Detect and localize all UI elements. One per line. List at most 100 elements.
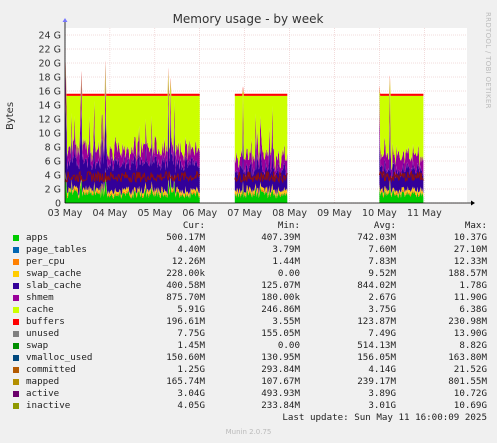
y-tick-label: 20 G (39, 59, 61, 70)
legend-label: committed (26, 364, 76, 375)
legend-max: 13.90G (453, 328, 487, 339)
y-axis-label: Bytes (5, 102, 16, 130)
legend-min: 246.86M (261, 304, 300, 315)
x-tick-label: 10 May (362, 208, 397, 219)
chart-title: Memory usage - by week (173, 12, 324, 26)
legend-swatch (13, 235, 19, 241)
legend-avg: 239.17M (357, 376, 396, 387)
y-tick-label: 14 G (39, 101, 61, 112)
series-area-segment (65, 167, 200, 198)
legend-avg: 7.83M (368, 256, 396, 267)
legend-min: 407.39M (261, 232, 300, 243)
legend-swatch (13, 307, 19, 313)
legend-cur: 7.75G (177, 328, 205, 339)
legend-row-inactive: inactive 4.05G 233.84M 3.01G 10.69G (0, 400, 497, 412)
legend-max: 230.98M (448, 316, 487, 327)
y-tick-label: 4 G (45, 171, 61, 182)
series-area-segment (379, 75, 424, 96)
x-tick-label: 09 May (317, 208, 352, 219)
x-tick-label: 11 May (407, 208, 442, 219)
legend-row-apps: apps 500.17M 407.39M 742.03M 10.37G (0, 232, 497, 244)
legend-max: 12.33M (453, 256, 487, 267)
legend-row-swap-cache: swap_cache 228.00k 0.00 9.52M 188.57M (0, 268, 497, 280)
legend-label: apps (26, 232, 49, 243)
legend-label: page_tables (26, 244, 87, 255)
series-area-segment (379, 183, 424, 203)
legend-swatch (13, 319, 19, 325)
legend-min: 293.84M (261, 364, 300, 375)
legend-max: 163.80M (448, 352, 487, 363)
series-area-segment (234, 88, 288, 179)
legend-min: 3.79M (272, 244, 300, 255)
legend-avg: 123.87M (357, 316, 396, 327)
legend-label: buffers (26, 316, 65, 327)
legend-min: 1.44M (272, 256, 300, 267)
watermark: RRDTOOL / TOBI OETIKER (484, 12, 492, 109)
series-areas (64, 60, 424, 203)
x-tick-label: 05 May (137, 208, 172, 219)
y-axis-arrow-icon (62, 18, 68, 22)
legend-row-committed: committed 1.25G 293.84M 4.14G 21.52G (0, 364, 497, 376)
legend-min: 493.93M (261, 388, 300, 399)
legend-swatch (13, 295, 19, 301)
legend-swatch (13, 283, 19, 289)
legend-avg: 4.14G (368, 364, 396, 375)
legend-label: inactive (26, 400, 71, 411)
legend-max: 21.52G (453, 364, 487, 375)
legend-cur: 5.91G (177, 304, 205, 315)
legend-cur: 12.26M (171, 256, 205, 267)
legend-row-vmalloc-used: vmalloc_used 150.60M 130.95M 156.05M 163.80M (0, 352, 497, 364)
series-line-inactive (234, 170, 288, 184)
legend-min: 130.95M (261, 352, 300, 363)
legend-max: 10.72G (453, 388, 487, 399)
legend-cur: 4.40M (177, 244, 205, 255)
series-area-segment (379, 77, 424, 179)
series-line-inactive (64, 170, 201, 183)
legend-min: 0.00 (277, 340, 300, 351)
series-area-segment (234, 88, 288, 172)
legend-swatch (13, 379, 19, 385)
legend-cur: 400.58M (166, 280, 205, 291)
legend-max: 6.38G (459, 304, 487, 315)
legend-cur: 150.60M (166, 352, 205, 363)
legend-min: 155.05M (261, 328, 300, 339)
legend-cur: 165.74M (166, 376, 205, 387)
legend-avg: 742.03M (357, 232, 396, 243)
legend-swatch (13, 331, 19, 337)
legend-avg: 3.01G (368, 400, 396, 411)
legend-cur: 3.04G (177, 388, 205, 399)
footer: Munin 2.0.75 (225, 428, 272, 436)
y-tick-label: 8 G (45, 143, 61, 154)
series-area-segment (234, 183, 288, 199)
legend-min: 3.55M (272, 316, 300, 327)
series-area-segment (379, 180, 424, 199)
legend-row-cache: cache 5.91G 246.86M 3.75G 6.38G (0, 304, 497, 316)
legend-cur: 196.61M (166, 316, 205, 327)
legend-cur: 228.00k (166, 268, 205, 279)
legend-header-avg: Avg: (373, 220, 396, 231)
x-tick-label: 06 May (182, 208, 217, 219)
legend-min: 0.00 (277, 268, 300, 279)
y-tick-label: 16 G (39, 87, 61, 98)
y-tick-label: 2 G (45, 185, 61, 196)
legend-swatch (13, 391, 19, 397)
legend-row-active: active 3.04G 493.93M 3.89G 10.72G (0, 388, 497, 400)
y-tick-label: 10 G (39, 129, 61, 140)
legend-avg: 3.89G (368, 388, 396, 399)
legend-avg: 3.75G (368, 304, 396, 315)
y-tick-label: 24 G (39, 31, 61, 42)
legend-min: 125.07M (261, 280, 300, 291)
legend-label: active (26, 388, 60, 399)
legend-row-page-tables: page_tables 4.40M 3.79M 7.60M 27.10M (0, 244, 497, 256)
x-tick-label: 04 May (93, 208, 128, 219)
series-area-segment (379, 77, 424, 171)
legend-swatch (13, 367, 19, 373)
legend-row-per-cpu: per_cpu 12.26M 1.44M 7.83M 12.33M (0, 256, 497, 268)
legend-label: slab_cache (26, 280, 82, 291)
legend-label: unused (26, 328, 60, 339)
legend-header-min: Min: (277, 220, 300, 231)
legend-label: cache (26, 304, 54, 315)
legend-min: 233.84M (261, 400, 300, 411)
legend-row-swap: swap 1.45M 0.00 514.13M 8.82G (0, 340, 497, 352)
legend-max: 801.55M (448, 376, 487, 387)
